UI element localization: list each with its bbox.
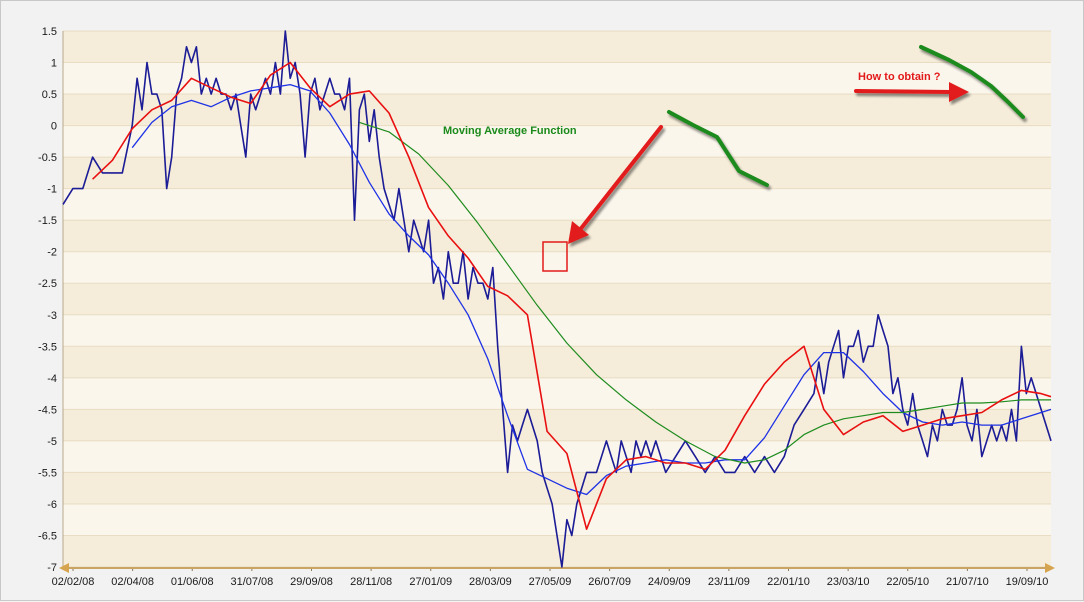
green-curve-sketch-right [919,45,1025,119]
axis-lines [59,31,1055,573]
x-tick-label: 28/03/09 [469,576,512,588]
how-to-obtain-label: How to obtain ? [858,71,941,83]
x-tick-label: 29/09/08 [290,576,333,588]
series-group [62,30,1052,568]
x-axis: 02/02/08 02/04/08 01/06/08 31/07/08 29/09/08… [52,567,1049,588]
grid-band [63,251,1051,284]
grid-band [63,62,1051,95]
grid-band [63,94,1051,126]
y-tick-label: -0.5 [38,152,57,164]
y-tick-label: -3 [47,310,57,322]
series-line-ma-short [92,61,1052,531]
x-tick-label: 23/03/10 [827,576,870,588]
y-tick-label: 0.5 [42,89,57,101]
scroll-left-marker [59,563,69,573]
y-tick-label: -5 [47,436,57,448]
x-tick-label: 27/01/09 [409,576,452,588]
scroll-right-marker [1045,563,1055,573]
y-tick-label: 0 [51,121,57,133]
grid-band [63,220,1051,252]
x-tick-label: 27/05/09 [529,576,572,588]
x-tick-label: 21/07/10 [946,576,989,588]
x-tick-label: 02/02/08 [52,576,95,588]
annotations: Moving Average Function How to obtain ? [443,45,1025,272]
grid-band [63,377,1051,410]
gridlines [63,30,1051,568]
grid-band [63,440,1051,473]
y-tick-label: -6.5 [38,530,57,542]
y-tick-label: -7 [47,562,57,574]
x-tick-label: 19/09/10 [1006,576,1049,588]
x-tick-label: 23/11/09 [708,576,750,588]
grid-band [63,125,1051,158]
y-tick-label: 1.5 [42,26,57,38]
x-tick-label: 31/07/08 [230,576,273,588]
x-tick-label: 26/07/09 [588,576,631,588]
x-tick-label: 02/04/08 [111,576,154,588]
red-arrow-pointer [568,125,663,244]
y-tick-label: -2 [47,247,57,259]
grid-band [63,188,1051,221]
grid-band [63,535,1051,567]
grid-band [63,503,1051,536]
grid-band [63,472,1051,504]
ma-function-label: Moving Average Function [443,125,577,137]
y-tick-label: -4.5 [38,404,57,416]
x-tick-label: 22/01/10 [767,576,810,588]
grid-band [63,409,1051,441]
y-axis: 1.5 1 0.5 0 -0.5 -1 -1.5 -2 -2.5 -3 -3.5 -4 -4.5 -5 -5… [38,26,57,574]
x-tick-label: 28/11/08 [350,576,392,588]
y-tick-label: -5.5 [38,467,57,479]
series-line-ma-long [359,121,1051,464]
highlight-box [542,241,568,272]
y-tick-label: -6 [47,499,57,511]
x-tick-label: 01/06/08 [171,576,214,588]
series-line-ma-medium [131,83,1052,496]
y-tick-label: -2.5 [38,278,57,290]
grid-band [63,157,1051,189]
x-tick-label: 24/09/09 [648,576,691,588]
grid-band [63,31,1051,63]
y-tick-label: -4 [47,373,57,385]
y-tick-label: -3.5 [38,341,57,353]
y-tick-label: 1 [51,58,57,70]
green-curve-sketch-left [667,110,769,187]
x-tick-label: 22/05/10 [886,576,929,588]
series-line-raw [62,30,1052,568]
red-arrow-right [854,82,969,102]
y-tick-label: -1 [47,184,57,196]
y-tick-label: -1.5 [38,215,57,227]
grid-band [63,283,1051,315]
grid-band [63,346,1051,378]
